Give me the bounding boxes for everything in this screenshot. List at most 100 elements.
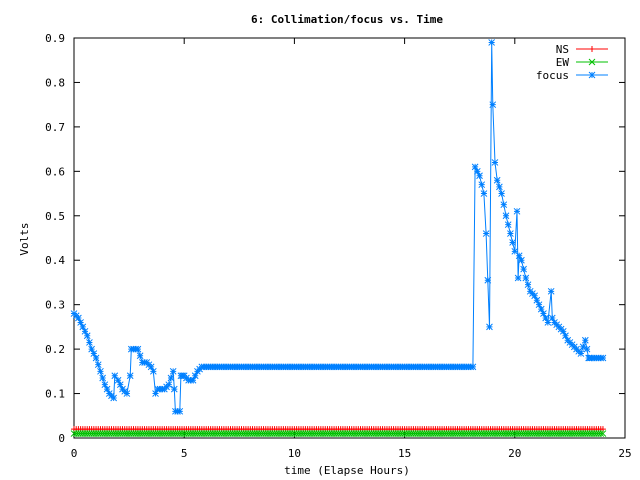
- x-tick-label: 20: [508, 447, 521, 460]
- data-point-ew: [599, 430, 607, 437]
- y-tick-label: 0.4: [45, 254, 65, 267]
- data-point-focus: [514, 274, 522, 282]
- data-point-focus: [134, 345, 142, 353]
- y-axis-label: Volts: [18, 222, 31, 255]
- data-point-focus: [489, 101, 497, 109]
- data-point-focus: [94, 361, 102, 369]
- data-point-focus: [480, 190, 488, 197]
- data-point-focus: [581, 336, 589, 344]
- data-point-focus: [486, 323, 493, 331]
- data-point-focus: [99, 374, 107, 382]
- data-point-focus: [83, 332, 91, 340]
- data-point-focus: [176, 407, 184, 415]
- data-point-focus: [79, 323, 87, 331]
- series-line-focus: [73, 42, 603, 412]
- data-point-focus: [518, 256, 525, 264]
- data-point-focus: [520, 265, 527, 273]
- data-point-focus: [599, 354, 607, 362]
- series-group: [70, 39, 607, 437]
- data-point-focus: [533, 296, 541, 304]
- data-point-focus: [111, 372, 119, 380]
- legend-marker-ns: [589, 46, 595, 52]
- x-tick-label: 10: [288, 447, 301, 460]
- data-point-focus: [515, 252, 523, 260]
- data-point-focus: [77, 319, 84, 326]
- data-point-focus: [126, 372, 134, 380]
- data-point-focus: [535, 301, 543, 309]
- data-point-focus: [476, 172, 483, 180]
- data-point-focus: [496, 183, 503, 191]
- y-tick-label: 0.2: [45, 343, 65, 356]
- data-point-focus: [92, 354, 100, 362]
- data-point-focus: [478, 181, 486, 189]
- data-point-focus: [498, 190, 505, 197]
- series-ew: [70, 430, 607, 437]
- x-tick-label: 0: [71, 447, 78, 460]
- data-point-focus: [88, 345, 95, 353]
- data-point-focus: [579, 343, 587, 351]
- data-point-focus: [547, 287, 555, 295]
- data-point-focus: [507, 230, 514, 237]
- axes: 0 5 10 15 20 25 0 0.1 0.2 0.3 0.4 0.5 0.6 0.7 0.8 0.9: [45, 32, 632, 460]
- data-point-focus: [189, 376, 197, 384]
- data-point-focus: [81, 327, 89, 335]
- chart-title: 6: Collimation/focus vs. Time: [251, 13, 443, 26]
- data-point-focus: [509, 239, 516, 246]
- x-tick-label: 15: [398, 447, 411, 460]
- data-point-focus: [116, 381, 124, 389]
- data-point-focus: [169, 367, 177, 375]
- data-point-focus: [531, 292, 538, 300]
- data-point-focus: [522, 274, 530, 282]
- data-point-focus: [101, 381, 109, 389]
- data-point-ew: [597, 430, 605, 437]
- data-point-focus: [473, 167, 481, 175]
- x-axis-label: time (Elapse Hours): [284, 464, 410, 477]
- data-point-focus: [170, 385, 178, 393]
- data-point-focus: [500, 201, 508, 209]
- legend-marker-focus: [588, 71, 596, 79]
- data-point-focus: [488, 39, 496, 46]
- data-point-focus: [583, 345, 591, 353]
- data-point-focus: [191, 372, 199, 380]
- series-focus: [70, 39, 607, 415]
- data-point-focus: [167, 374, 175, 382]
- legend-marker-ew: [588, 58, 596, 66]
- data-point-focus: [103, 385, 111, 393]
- data-point-focus: [110, 394, 118, 402]
- data-point-focus: [149, 367, 157, 375]
- data-point-focus: [511, 247, 519, 255]
- data-point-focus: [90, 350, 98, 357]
- y-tick-label: 0.3: [45, 299, 65, 312]
- data-point-focus: [559, 327, 567, 335]
- data-point-focus: [484, 276, 492, 284]
- legend-label-ew: EW: [556, 56, 570, 69]
- data-point-focus: [114, 376, 122, 384]
- plot-border: [73, 37, 626, 439]
- y-tick-label: 0.8: [45, 76, 65, 89]
- data-point-focus: [542, 314, 550, 322]
- data-point-focus: [562, 332, 569, 340]
- data-point-focus: [482, 230, 490, 237]
- data-point-focus: [544, 319, 552, 326]
- legend-label-focus: focus: [536, 69, 569, 82]
- data-point-focus: [524, 281, 532, 289]
- data-point-focus: [75, 314, 82, 322]
- data-point-focus: [136, 352, 144, 360]
- data-point-focus: [165, 381, 173, 389]
- data-point-focus: [86, 339, 93, 346]
- y-tick-label: 0.5: [45, 210, 65, 223]
- data-point-focus: [97, 367, 104, 375]
- x-tick-label: 5: [181, 447, 188, 460]
- y-tick-label: 0: [58, 432, 65, 445]
- y-tick-label: 0.7: [45, 121, 65, 134]
- data-point-focus: [491, 159, 499, 166]
- data-point-focus: [471, 163, 479, 171]
- data-point-focus: [504, 221, 512, 229]
- data-point-focus: [493, 176, 501, 184]
- y-tick-label: 0.1: [45, 388, 65, 401]
- data-point-focus: [469, 363, 477, 371]
- x-tick-label: 25: [618, 447, 631, 460]
- legend-label-ns: NS: [556, 43, 569, 56]
